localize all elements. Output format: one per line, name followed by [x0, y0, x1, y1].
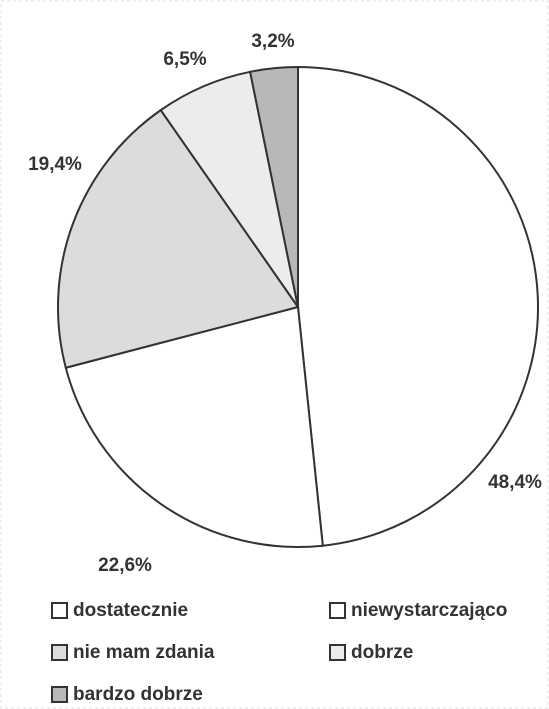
data-label: 3,2% [251, 31, 294, 52]
data-label: 19,4% [28, 154, 82, 175]
legend-swatch [329, 602, 346, 619]
legend-label: nie mam zdania [73, 642, 215, 663]
pie-slice [297, 65, 539, 547]
legend-swatch [51, 686, 68, 703]
legend-label: bardzo dobrze [73, 684, 203, 705]
pie-slice [57, 108, 300, 369]
legend-label: dobrze [351, 642, 413, 663]
legend-swatch [329, 644, 346, 661]
data-label: 22,6% [98, 555, 152, 576]
legend-label: dostatecznie [73, 600, 188, 621]
pie-slice [248, 65, 299, 308]
legend-label: niewystarczająco [351, 600, 507, 621]
legend-swatch [51, 644, 68, 661]
pie-slice [64, 305, 324, 548]
legend-swatch [51, 602, 68, 619]
data-label: 48,4% [488, 472, 542, 493]
data-label: 6,5% [163, 49, 206, 70]
